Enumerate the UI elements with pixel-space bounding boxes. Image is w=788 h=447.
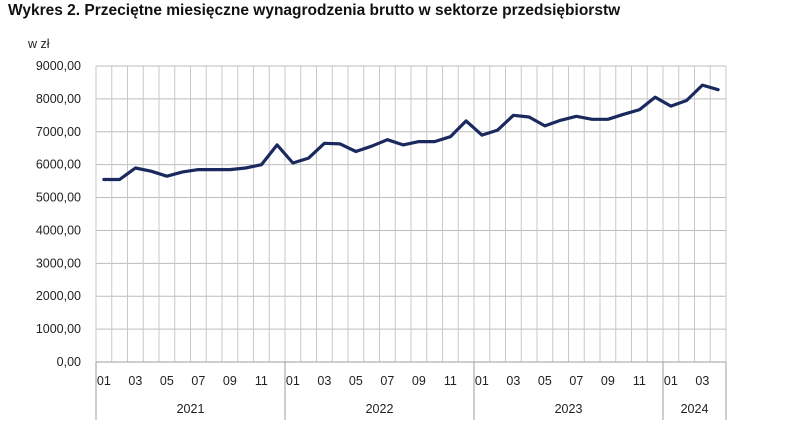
data-point bbox=[417, 140, 421, 143]
x-tick-label: 05 bbox=[160, 374, 174, 388]
data-point bbox=[653, 96, 657, 99]
y-tick-label: 6000,00 bbox=[36, 158, 81, 172]
data-point bbox=[244, 166, 247, 170]
x-tick-label: 01 bbox=[97, 374, 111, 388]
y-tick-label: 2000,00 bbox=[36, 289, 81, 303]
data-point bbox=[401, 143, 405, 147]
x-tick-label: 09 bbox=[601, 374, 615, 388]
x-tick-label: 11 bbox=[255, 374, 268, 388]
x-tick-label: 09 bbox=[223, 374, 237, 388]
y-tick-label: 4000,00 bbox=[36, 223, 81, 237]
x-tick-label: 03 bbox=[317, 374, 331, 388]
data-point bbox=[134, 166, 137, 170]
x-tick-label: 07 bbox=[380, 374, 394, 388]
data-point bbox=[575, 115, 578, 118]
y-tick-label: 1000,00 bbox=[36, 322, 81, 336]
data-point bbox=[181, 170, 184, 174]
x-tick-label: 03 bbox=[695, 374, 709, 388]
y-tick-label: 5000,00 bbox=[36, 191, 81, 205]
data-point bbox=[496, 128, 499, 132]
y-tick-label: 0,00 bbox=[57, 355, 81, 369]
data-point bbox=[291, 161, 295, 165]
x-axis: 01 03 05 07 09 11 01 03 05 07 09 11 01 03 05 07 09 11 01 03… bbox=[95, 361, 727, 420]
data-point bbox=[449, 135, 452, 138]
data-point bbox=[512, 114, 515, 117]
data-point bbox=[543, 124, 547, 128]
data-point bbox=[228, 168, 232, 171]
x-tick-label: 01 bbox=[664, 374, 678, 388]
data-point bbox=[606, 118, 610, 121]
y-tick-label: 3000,00 bbox=[36, 256, 81, 270]
data-point bbox=[464, 119, 468, 123]
series-line bbox=[102, 83, 720, 182]
data-point bbox=[386, 138, 389, 141]
data-point bbox=[701, 83, 704, 87]
data-point bbox=[669, 104, 673, 108]
data-point bbox=[685, 99, 688, 102]
data-point bbox=[590, 118, 594, 121]
year-label: 2023 bbox=[555, 402, 583, 416]
x-tick-label: 11 bbox=[633, 374, 646, 388]
data-point bbox=[149, 170, 153, 173]
data-point bbox=[338, 142, 342, 146]
x-tick-label: 07 bbox=[191, 374, 205, 388]
y-tick-label: 8000,00 bbox=[36, 92, 81, 106]
data-point bbox=[480, 133, 484, 137]
y-tick-label: 9000,00 bbox=[36, 59, 81, 73]
x-tick-label: 11 bbox=[444, 374, 457, 388]
data-point bbox=[527, 115, 531, 119]
data-point bbox=[559, 119, 562, 122]
x-tick-label: 05 bbox=[349, 374, 363, 388]
data-point bbox=[622, 113, 625, 116]
year-label: 2021 bbox=[177, 402, 205, 416]
series-layer bbox=[102, 83, 720, 182]
data-point bbox=[165, 174, 169, 178]
year-label: 2022 bbox=[366, 402, 394, 416]
data-point bbox=[323, 142, 326, 145]
y-axis: 0,00 1000,00 2000,00 3000,00 4000,00 5000,00 6… bbox=[36, 59, 81, 369]
x-tick-label: 03 bbox=[128, 374, 142, 388]
y-tick-label: 7000,00 bbox=[36, 125, 81, 139]
unit-label: w zł bbox=[27, 37, 50, 51]
data-point bbox=[118, 178, 121, 181]
data-point bbox=[260, 163, 263, 166]
x-tick-label: 07 bbox=[569, 374, 583, 388]
data-point bbox=[275, 143, 279, 147]
year-label: 2024 bbox=[681, 402, 709, 416]
x-tick-label: 09 bbox=[412, 374, 426, 388]
data-point bbox=[102, 178, 106, 181]
x-tick-label: 01 bbox=[475, 374, 489, 388]
data-point bbox=[212, 168, 216, 171]
data-point bbox=[433, 140, 436, 143]
data-point bbox=[716, 88, 720, 91]
x-tick-label: 01 bbox=[286, 374, 300, 388]
data-point bbox=[354, 150, 358, 153]
data-point bbox=[197, 168, 200, 171]
x-tick-label: 05 bbox=[538, 374, 552, 388]
chart-title: Wykres 2. Przeciętne miesięczne wynagrod… bbox=[8, 2, 621, 19]
data-point bbox=[638, 108, 641, 111]
x-tick-label: 03 bbox=[506, 374, 520, 388]
data-point bbox=[370, 145, 373, 148]
data-point bbox=[307, 156, 310, 160]
